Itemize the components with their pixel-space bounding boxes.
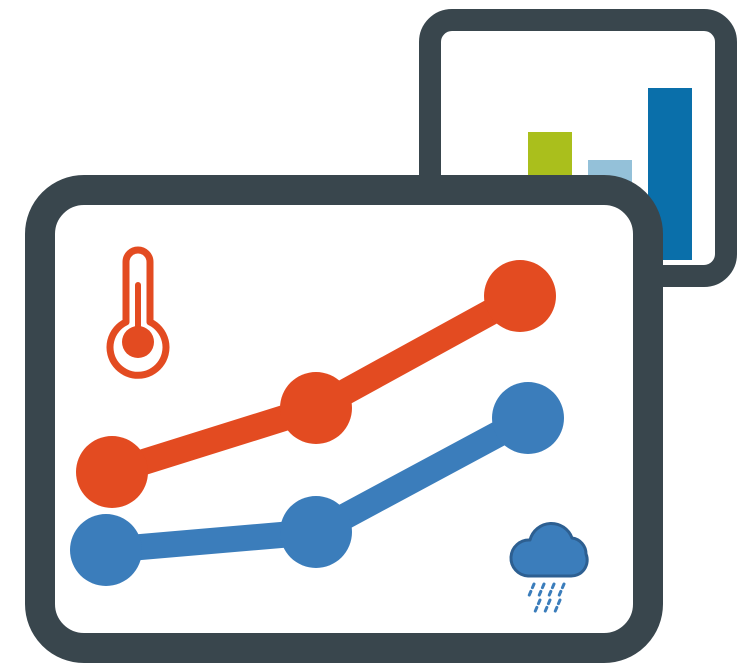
precipitation-series-marker-2 xyxy=(280,496,352,568)
precipitation-series-marker-1 xyxy=(70,514,142,586)
weather-chart-icon xyxy=(0,0,750,668)
temperature-series-marker-2 xyxy=(280,372,352,444)
precipitation-series-marker-3 xyxy=(492,382,564,454)
line-chart-panel xyxy=(40,190,648,648)
temperature-series-marker-3 xyxy=(484,260,556,332)
temperature-series-marker-1 xyxy=(76,436,148,508)
